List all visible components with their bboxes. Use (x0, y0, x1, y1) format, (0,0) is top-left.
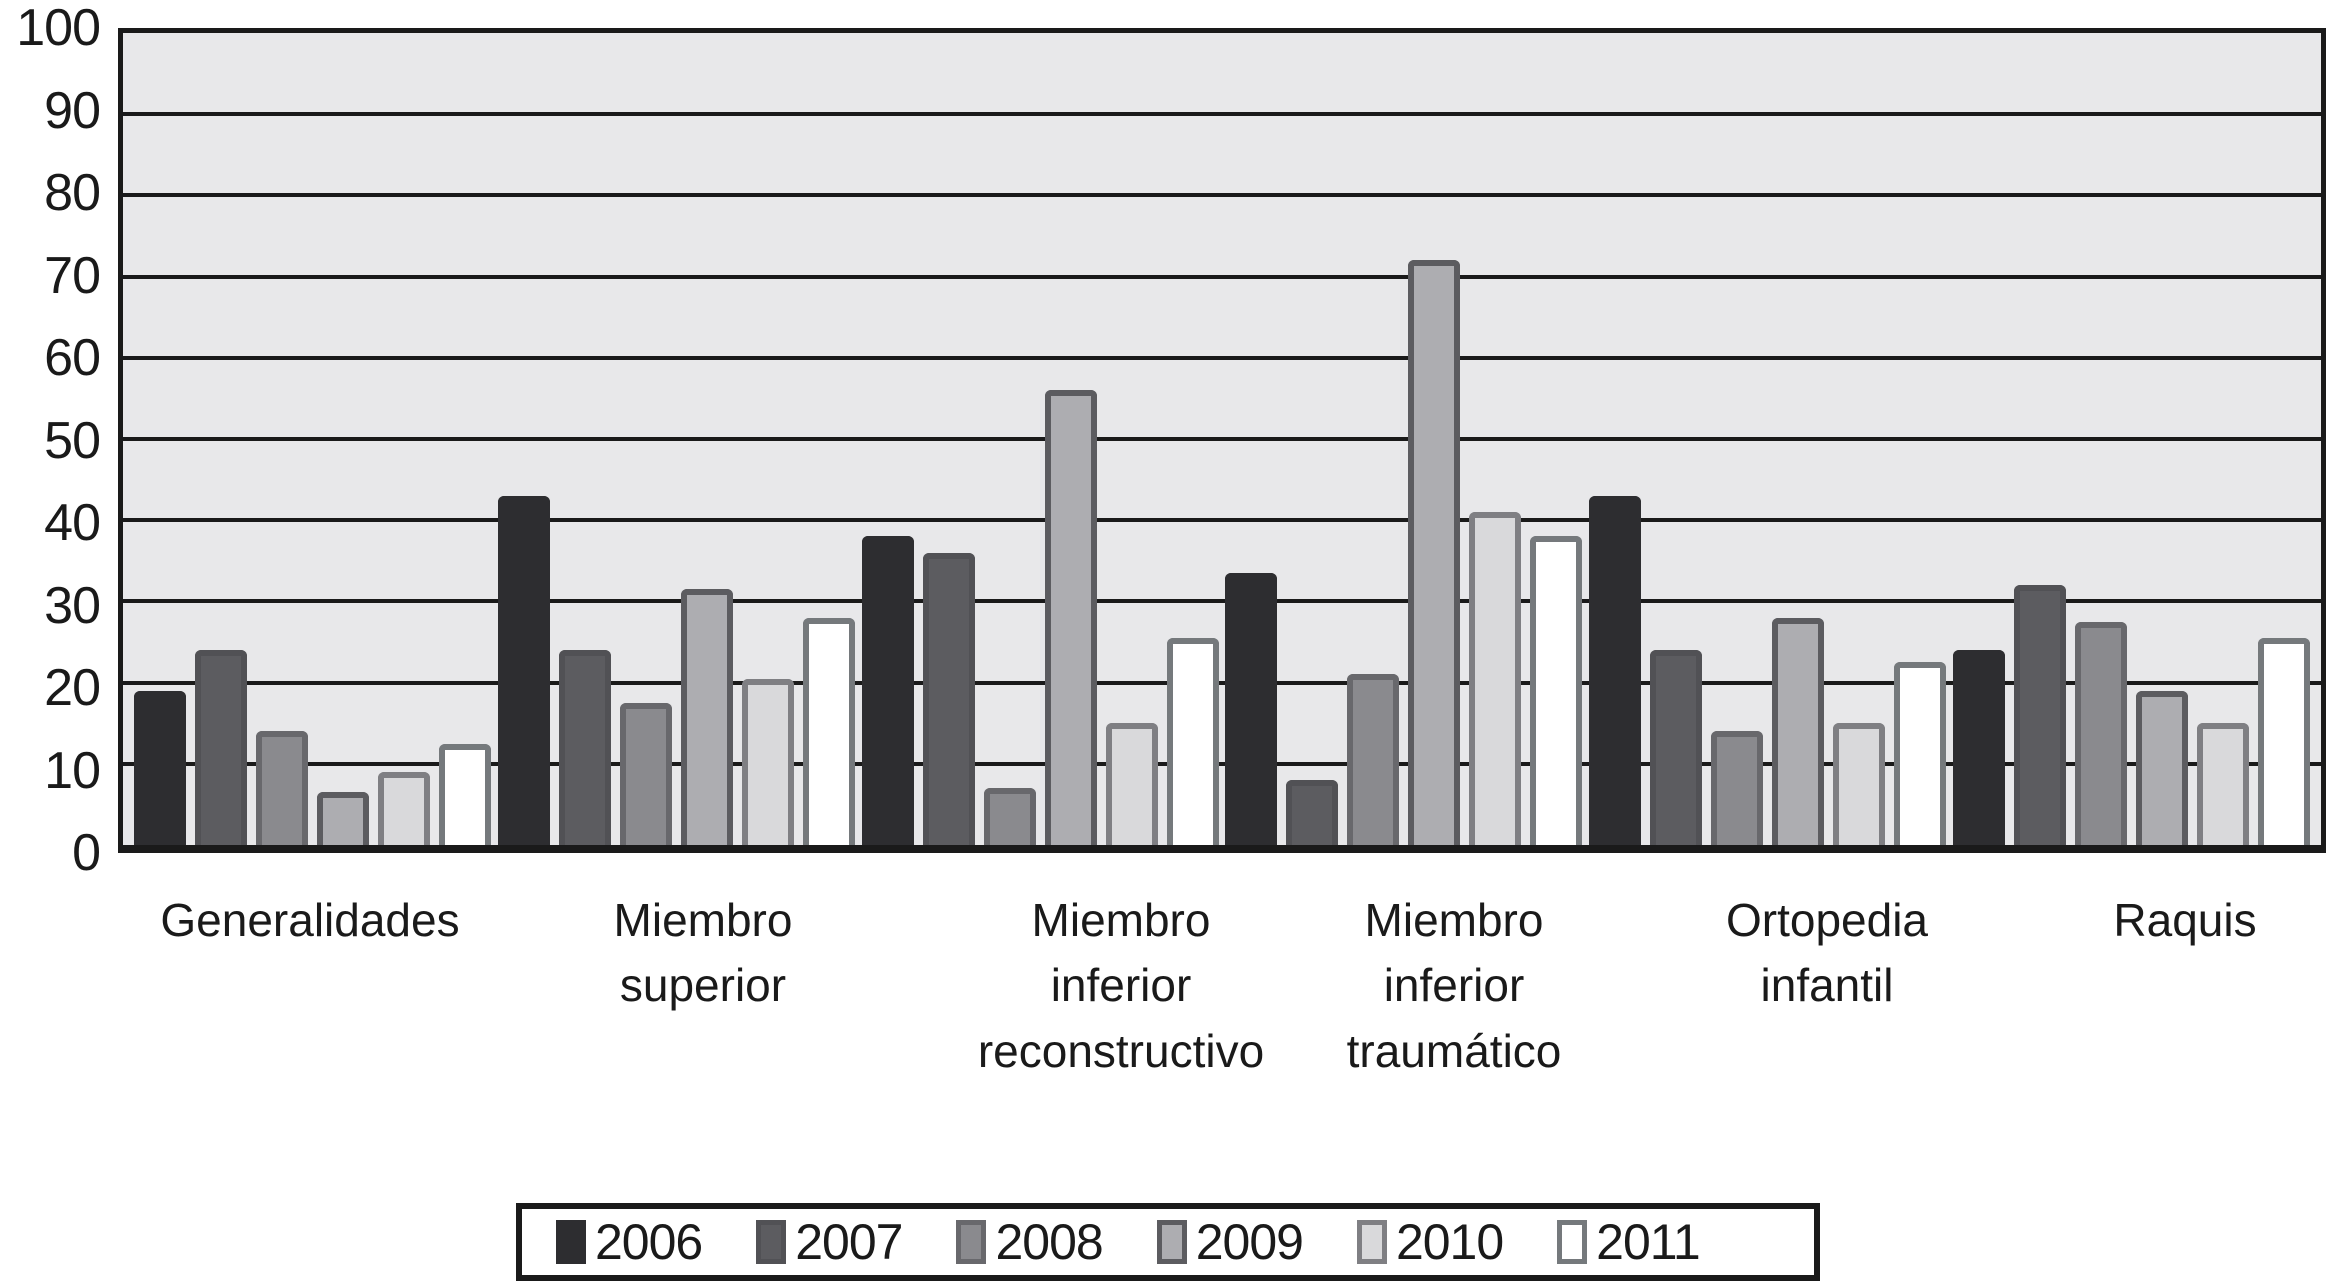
legend-item-2007: 2007 (756, 1213, 903, 1271)
bar-2010 (742, 678, 794, 845)
bar-2011 (1166, 637, 1219, 845)
legend-item-2010: 2010 (1356, 1213, 1504, 1271)
gridline (123, 193, 2321, 198)
bar-2007 (2013, 585, 2066, 845)
gridline (123, 355, 2321, 360)
category-label: Raquis (2113, 894, 2257, 946)
bar-2008 (2074, 621, 2127, 845)
bar-2008 (256, 731, 309, 845)
legend-swatch-icon (1156, 1220, 1187, 1264)
category-label: Generalidades (160, 894, 460, 946)
bar-2009 (1044, 390, 1097, 845)
category-label: Miembro inferior traumático (1346, 894, 1562, 1077)
y-tick-label: 40 (44, 494, 101, 552)
bar-2009 (681, 589, 733, 845)
bar-2007 (922, 552, 975, 845)
bar-2006 (498, 495, 550, 845)
bar-2011 (2257, 637, 2310, 845)
x-axis-labels: Generalidades Miembro superior Miembro inf… (118, 888, 2330, 1084)
bar-2006 (1589, 495, 1642, 845)
bar-2010 (1833, 723, 1886, 845)
gridline (123, 274, 2321, 279)
legend: 2006 2007 2008 2009 2010 2011 (516, 1203, 1820, 1281)
bar-2011 (1530, 536, 1583, 845)
bar-2011 (439, 743, 492, 845)
bar-2009 (1408, 260, 1461, 845)
bar-2010 (378, 771, 431, 845)
bar-group-6 (1949, 33, 2313, 845)
legend-item-2009: 2009 (1156, 1213, 1304, 1271)
y-tick-label: 80 (44, 164, 101, 222)
bar-2011 (1894, 662, 1947, 845)
bar-2008 (983, 788, 1036, 845)
legend-swatch-icon (756, 1220, 787, 1264)
y-tick-label: 90 (44, 81, 101, 140)
legend-item-2008: 2008 (956, 1213, 1104, 1271)
bar-2006 (134, 690, 187, 845)
bar-2009 (317, 792, 370, 845)
y-tick-label: 100 (16, 0, 101, 57)
legend-item-2011: 2011 (1557, 1213, 1701, 1271)
bar-groups (123, 33, 2321, 845)
y-tick-label: 60 (44, 329, 101, 387)
legend-swatch-icon (956, 1220, 987, 1264)
gridline (123, 599, 2321, 604)
bar-2011 (803, 617, 855, 845)
bar-2006 (1952, 650, 2005, 845)
bar-2006 (1225, 572, 1278, 845)
y-tick-label: 20 (44, 659, 101, 717)
bar-2009 (1772, 617, 1825, 845)
bar-group-1 (131, 33, 495, 845)
bar-group-5 (1586, 33, 1950, 845)
y-tick-label: 70 (44, 246, 101, 305)
legend-label: 2006 (595, 1214, 703, 1270)
category-label: Miembro superior (613, 894, 793, 1012)
bar-2010 (1105, 723, 1158, 845)
bar-2007 (1286, 780, 1339, 845)
y-tick-label: 50 (44, 411, 101, 470)
bar-2006 (861, 536, 914, 845)
y-tick-label: 10 (44, 741, 101, 800)
bar-2008 (1711, 731, 1764, 845)
y-tick-label: 30 (44, 576, 101, 635)
plot-area (118, 28, 2326, 853)
gridline (123, 518, 2321, 523)
bar-2008 (620, 702, 672, 845)
gridline (123, 437, 2321, 441)
gridline (123, 761, 2321, 766)
legend-label: 2008 (995, 1214, 1103, 1270)
legend-item-2006: 2006 (556, 1213, 703, 1271)
legend-label: 2009 (1195, 1214, 1304, 1270)
legend-swatch-icon (556, 1220, 586, 1264)
bar-2008 (1347, 674, 1400, 845)
bar-2007 (195, 650, 248, 845)
bar-group-4 (1222, 33, 1586, 845)
bar-group-2 (495, 33, 859, 845)
gridline (123, 112, 2321, 117)
bar-2007 (1650, 650, 1703, 845)
category-label: Ortopedia infantil (1725, 894, 1928, 1012)
bar-2007 (559, 650, 611, 845)
category-label: Miembro inferior reconstructivo (977, 894, 1265, 1077)
bar-2010 (1469, 512, 1522, 845)
legend-swatch-icon (1356, 1220, 1387, 1264)
legend-label: 2011 (1596, 1214, 1701, 1270)
y-tick-label: 0 (72, 824, 101, 882)
gridline (123, 680, 2321, 685)
legend-label: 2010 (1395, 1214, 1504, 1270)
bar-group-3 (858, 33, 1222, 845)
bar-2009 (2135, 690, 2188, 845)
bar-2010 (2196, 723, 2249, 845)
legend-label: 2007 (795, 1214, 903, 1270)
legend-swatch-icon (1557, 1220, 1588, 1264)
